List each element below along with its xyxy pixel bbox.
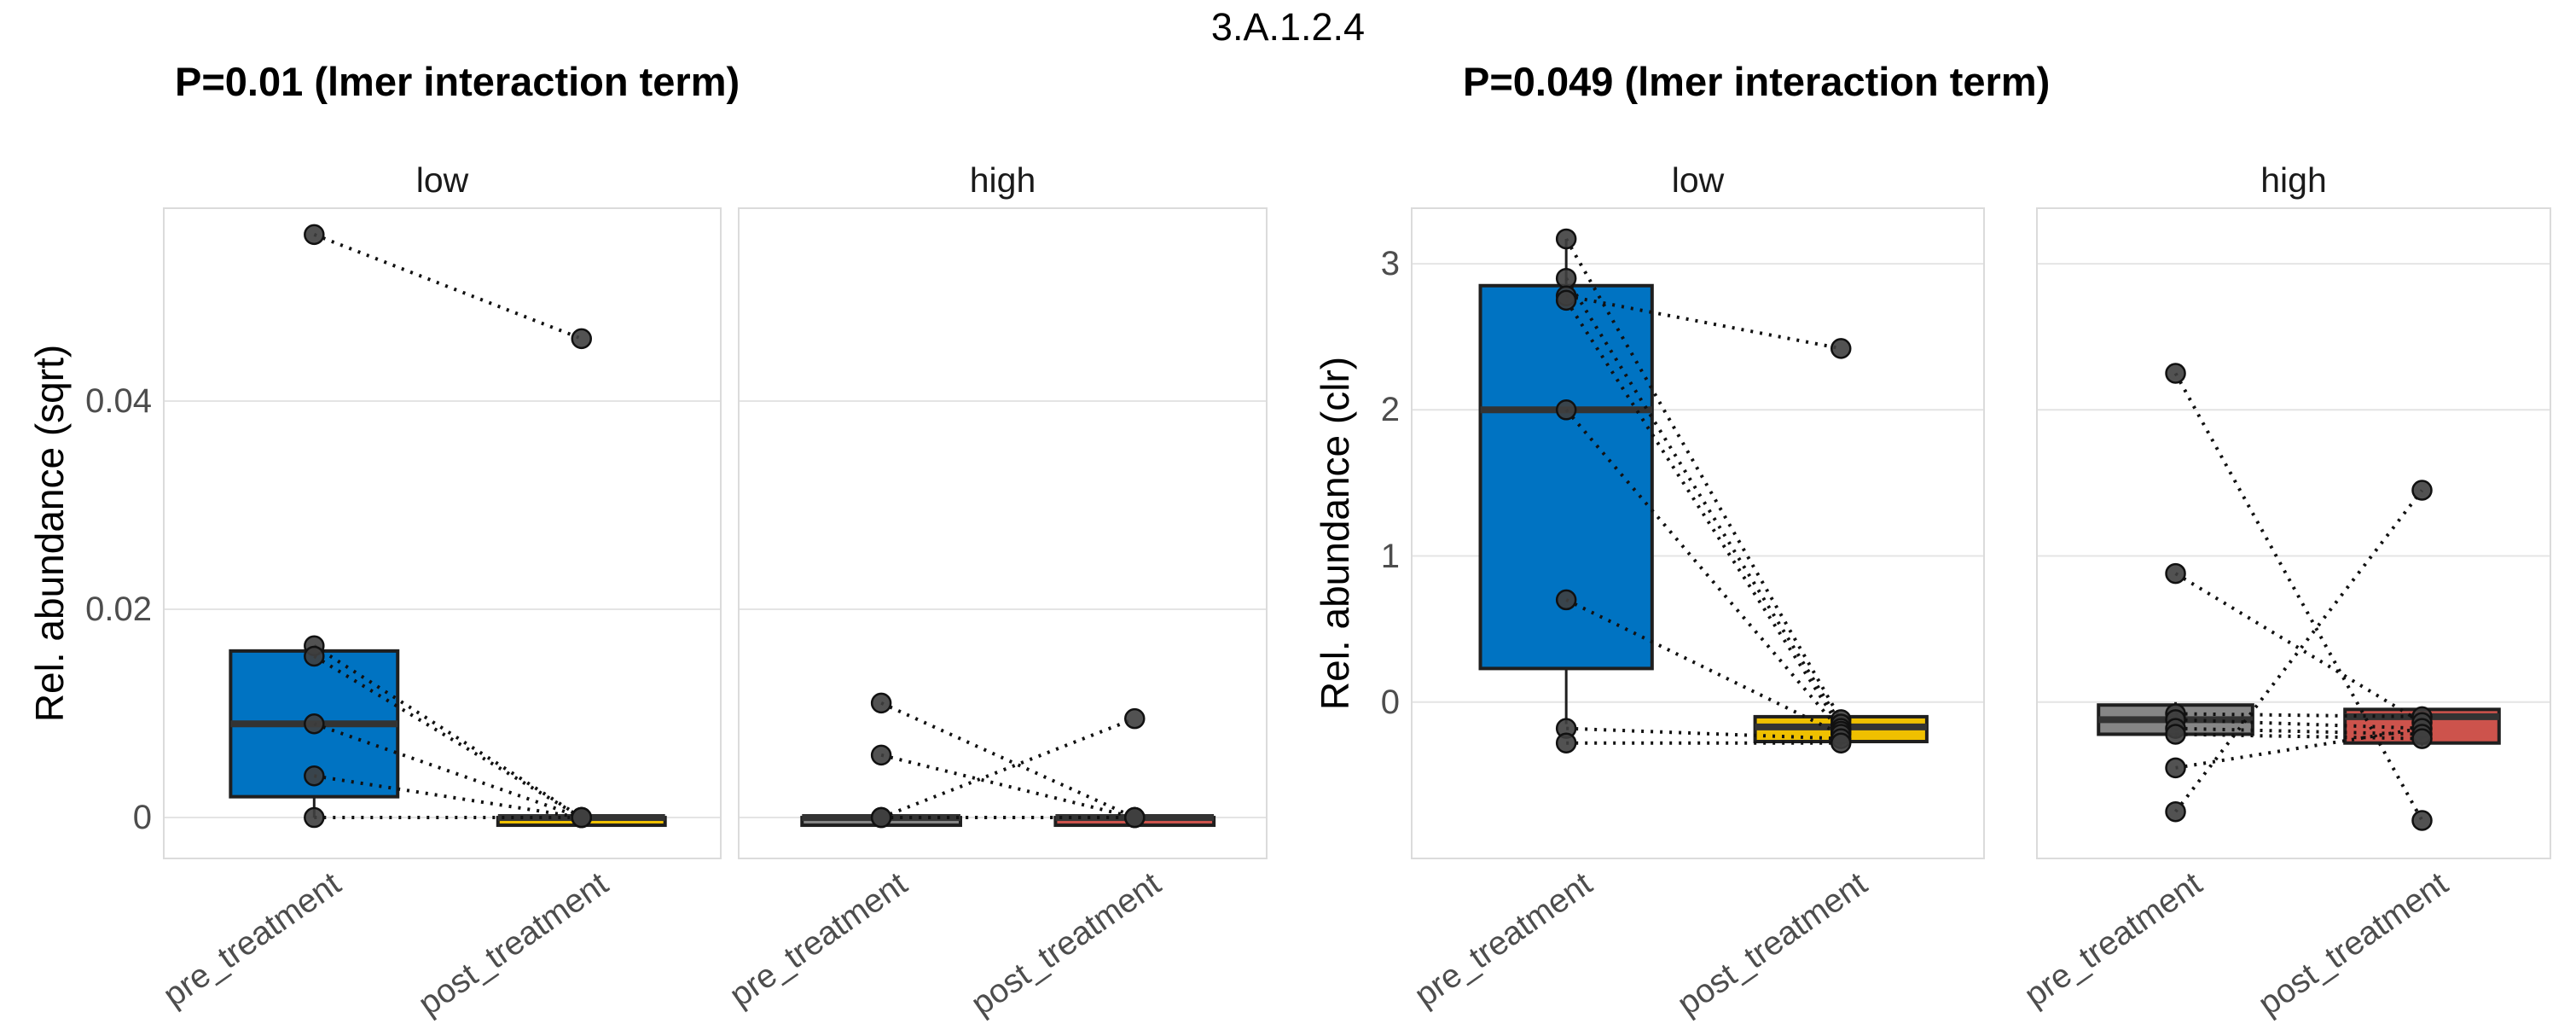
- paired-line: [880, 701, 1136, 819]
- data-point: [2411, 480, 2433, 501]
- data-point: [2165, 363, 2186, 384]
- paired-line: [2175, 726, 2422, 770]
- data-point: [870, 744, 892, 766]
- data-point: [2411, 810, 2433, 831]
- data-point: [571, 328, 592, 350]
- paired-line: [313, 644, 583, 819]
- chart-svg: [1411, 207, 2551, 859]
- subplot-figure: P=0.01 (lmer interaction term) Rel. abund…: [27, 59, 1268, 1022]
- y-tick-label: 0: [132, 799, 152, 837]
- paired-line: [1564, 299, 1842, 730]
- y-tick-label: 2: [1380, 391, 1400, 429]
- data-point: [304, 765, 325, 787]
- data-point: [2165, 562, 2186, 585]
- subplot-title: P=0.049 (lmer interaction term): [1463, 59, 2051, 104]
- paired-line: [313, 233, 583, 340]
- panel-border: [1411, 207, 1985, 859]
- data-point: [1555, 289, 1577, 311]
- paired-line: [2175, 718, 2422, 730]
- paired-line: [880, 717, 1135, 819]
- paired-line: [1564, 237, 1842, 721]
- data-point: [2165, 724, 2186, 745]
- panel-border: [163, 207, 722, 859]
- paired-line: [880, 753, 1135, 819]
- data-point: [1555, 228, 1577, 250]
- data-point: [1830, 338, 1852, 359]
- paired-line: [2173, 372, 2424, 822]
- data-point: [870, 806, 892, 829]
- facet-label: low: [1671, 160, 1725, 200]
- data-point: [870, 692, 892, 714]
- y-tick-label: 1: [1380, 537, 1400, 575]
- data-point: [304, 224, 325, 246]
- data-point: [1555, 589, 1577, 611]
- paired-line: [2173, 489, 2424, 813]
- paired-line: [313, 722, 583, 819]
- facet-label: low: [415, 160, 469, 200]
- paired-line: [2175, 732, 2422, 741]
- data-point: [571, 806, 592, 829]
- y-tick-label: 0.02: [85, 591, 152, 629]
- facet-label: high: [969, 160, 1036, 200]
- chart-svg: [163, 207, 1268, 859]
- paired-line: [314, 774, 583, 820]
- panel-border: [738, 207, 1268, 859]
- panel-border: [2036, 207, 2551, 859]
- data-point: [304, 713, 325, 735]
- data-point: [1555, 732, 1577, 753]
- data-point: [2411, 728, 2433, 749]
- paired-line: [2175, 712, 2422, 719]
- facet-label: high: [2260, 160, 2327, 200]
- data-point: [1124, 707, 1146, 730]
- paired-line: [2174, 572, 2423, 724]
- paired-line: [2175, 726, 2422, 736]
- data-point: [1555, 267, 1577, 289]
- data-point: [304, 645, 325, 667]
- figure-title: 3.A.1.2.4: [1210, 5, 1366, 49]
- subplot-figure: P=0.049 (lmer interaction term) Rel. abun…: [1288, 0, 2576, 1024]
- y-tick-label: 0: [1380, 683, 1400, 721]
- subplot-title: P=0.01 (lmer interaction term): [175, 59, 740, 104]
- data-point: [1555, 399, 1577, 421]
- paired-line: [1565, 598, 1842, 736]
- boxplot-box: [1478, 283, 1654, 671]
- data-point: [1830, 732, 1852, 753]
- y-tick-label: 0.04: [85, 382, 152, 421]
- data-point: [304, 806, 325, 829]
- y-tick-label: 3: [1380, 245, 1400, 283]
- data-point: [2165, 800, 2186, 823]
- data-point: [2165, 757, 2186, 779]
- data-point: [1124, 806, 1146, 829]
